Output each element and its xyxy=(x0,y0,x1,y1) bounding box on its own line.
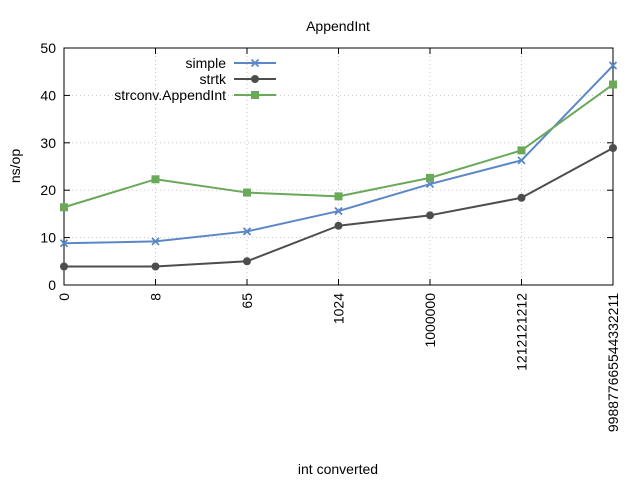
data-point-strtk xyxy=(60,262,68,271)
data-point-strtk xyxy=(151,262,160,271)
data-point-strconv-appendint xyxy=(334,192,343,201)
y-tick-label: 30 xyxy=(40,135,56,151)
data-point-strconv-appendint xyxy=(609,80,617,89)
x-tick-label: 1000000 xyxy=(422,293,438,348)
data-point-strconv-appendint xyxy=(151,175,160,184)
plot-frame xyxy=(63,47,614,286)
y-axis-label: ns/op xyxy=(7,149,23,183)
legend-marker-strconv-appendint xyxy=(251,91,259,99)
data-point-simple xyxy=(517,156,526,165)
x-tick-label: 65 xyxy=(239,293,255,309)
data-point-simple xyxy=(242,227,252,236)
legend-label-strtk: strtk xyxy=(200,71,227,87)
data-point-strtk xyxy=(243,257,251,266)
legend-marker-strtk xyxy=(251,75,259,83)
data-point-simple xyxy=(151,237,160,246)
chart-title: AppendInt xyxy=(306,18,370,34)
data-point-strtk xyxy=(334,221,343,230)
data-point-strconv-appendint xyxy=(243,188,251,197)
x-tick-label: 8 xyxy=(148,293,164,301)
y-tick-label: 20 xyxy=(40,182,56,198)
x-tick-label: 0 xyxy=(56,293,72,301)
y-tick-label: 40 xyxy=(40,87,56,103)
data-point-simple xyxy=(608,61,618,70)
y-tick-label: 50 xyxy=(40,40,56,56)
data-point-strtk xyxy=(609,144,617,153)
data-point-strtk xyxy=(426,211,434,220)
data-point-strconv-appendint xyxy=(426,173,434,182)
data-point-strconv-appendint xyxy=(517,146,526,155)
x-tick-label: 1024 xyxy=(331,293,347,324)
series-lines xyxy=(59,61,618,271)
x-tick-label: 998877665544332211 xyxy=(605,293,621,432)
data-point-simple xyxy=(59,239,69,248)
axes: 0 10 20 30 40 50 0 8 65 1024 1000000 1212121212 9988… xyxy=(40,40,621,432)
x-axis-label: int converted xyxy=(298,461,378,477)
x-tick-label: 1212121212 xyxy=(514,293,530,371)
data-point-strconv-appendint xyxy=(60,203,68,212)
data-point-simple xyxy=(334,206,343,216)
y-tick-label: 0 xyxy=(48,277,56,293)
data-point-strtk xyxy=(517,193,526,202)
legend-label-simple: simple xyxy=(186,55,227,71)
legend-label-strconv-appendint: strconv.AppendInt xyxy=(114,87,226,103)
y-tick-label: 10 xyxy=(40,230,56,246)
grid-lines xyxy=(64,48,613,285)
legend-marker-simple xyxy=(250,58,260,68)
